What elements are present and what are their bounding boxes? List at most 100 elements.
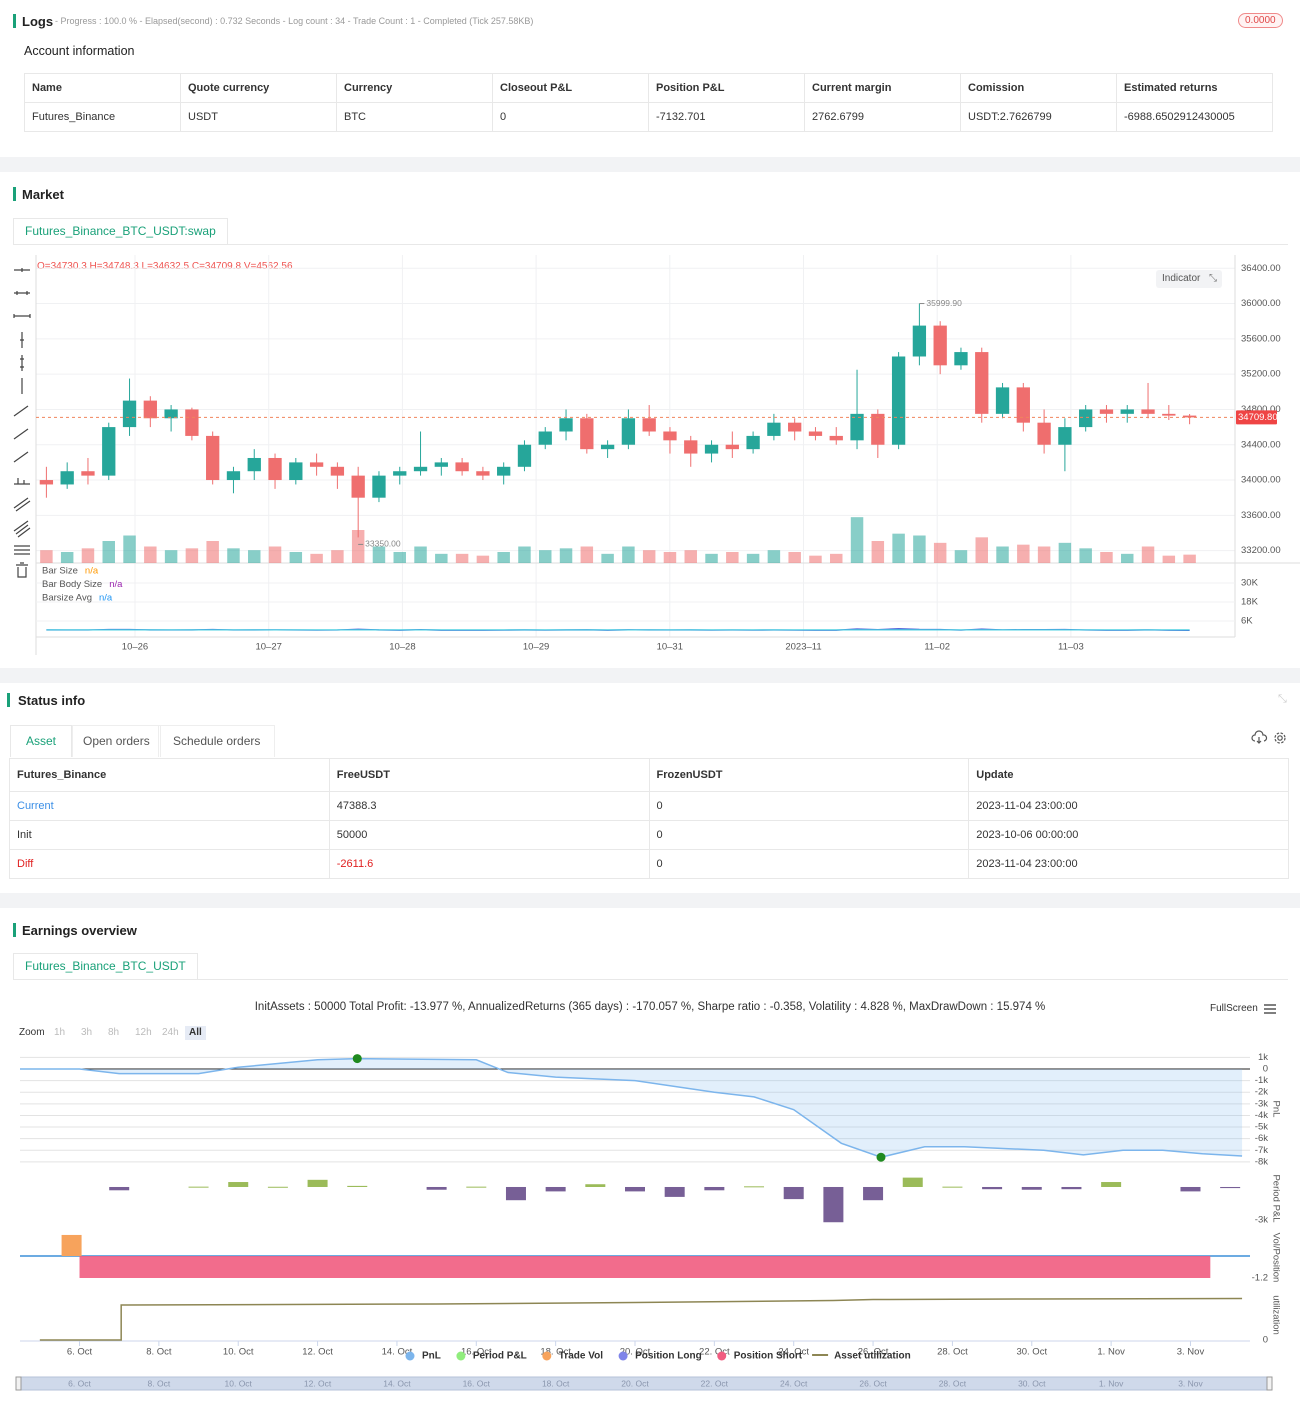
- candle-body: [1120, 409, 1134, 414]
- column: [982, 1186, 1003, 1190]
- indicator-name: Barsize Avg: [42, 593, 92, 604]
- indicator-value: n/a: [109, 579, 123, 590]
- volume-bar: [663, 552, 677, 563]
- volume-bar: [975, 537, 988, 563]
- column: [545, 1186, 566, 1192]
- header-row: Name Quote currency Currency Closeout P&L Po…: [24, 73, 1273, 103]
- legend-symbol: [717, 1351, 727, 1361]
- column: [347, 1185, 368, 1187]
- status-tab[interactable]: Open orders: [72, 725, 161, 757]
- column: [466, 1186, 487, 1188]
- volume-bar: [518, 546, 531, 563]
- zoom-button[interactable]: 12h: [135, 1027, 152, 1038]
- candle-body: [684, 440, 698, 454]
- zoom-button[interactable]: All: [185, 1026, 206, 1040]
- y-tick-label: -2k: [1255, 1087, 1268, 1098]
- fullscreen-button[interactable]: FullScreen: [1210, 1003, 1258, 1014]
- navigator-label: 22. Oct: [701, 1378, 729, 1388]
- candle-body: [704, 444, 719, 454]
- market-tab[interactable]: Futures_Binance_BTC_USDT:swap: [13, 218, 228, 244]
- legend-label[interactable]: Period P&L: [473, 1351, 527, 1362]
- x-tick-label: 20. Oct: [620, 1347, 651, 1358]
- indicator-value: n/a: [99, 593, 113, 604]
- legend-label[interactable]: Position Long: [635, 1351, 702, 1362]
- candle-body: [476, 471, 490, 476]
- zoom-button[interactable]: 24h: [162, 1027, 179, 1038]
- candle-body: [663, 431, 677, 441]
- table-cell: 0: [648, 791, 970, 821]
- legend-label[interactable]: Position Short: [734, 1351, 803, 1362]
- y-tick-label: 34000.00: [1241, 475, 1281, 486]
- x-tick-label: 10–27: [255, 642, 281, 653]
- section-marker: [13, 923, 16, 937]
- toolbar-icons[interactable]: [1250, 730, 1290, 746]
- volume-bar: [227, 548, 240, 563]
- candle-body: [102, 427, 116, 476]
- expand-icon[interactable]: ⤡: [1278, 693, 1287, 705]
- column: [505, 1186, 526, 1201]
- navigator-handle: [15, 1376, 22, 1391]
- zoom-button[interactable]: 3h: [81, 1027, 93, 1038]
- volume-bar: [497, 552, 510, 563]
- menu-icon[interactable]: [1263, 1003, 1277, 1015]
- table-cell: -6988.6502912430005: [1116, 102, 1273, 132]
- legend-label[interactable]: Asset utilization: [834, 1351, 911, 1362]
- navigator-label: 30. Oct: [1018, 1378, 1046, 1388]
- volume-bar: [476, 555, 490, 563]
- table-cell: 50000: [328, 820, 650, 850]
- column-header: Name: [24, 73, 181, 103]
- column-header: FrozenUSDT: [648, 758, 970, 792]
- column-header: Current margin: [804, 73, 961, 103]
- earnings-tab[interactable]: Futures_Binance_BTC_USDT: [13, 953, 198, 979]
- x-tick-label: 6. Oct: [67, 1347, 93, 1358]
- low-label: 33350.00: [365, 539, 401, 549]
- y-tick-label: 34400.00: [1241, 439, 1281, 450]
- column: [1061, 1186, 1082, 1190]
- volume-bar: [455, 553, 469, 563]
- candle-body: [226, 471, 241, 481]
- legend-symbol: [618, 1351, 628, 1361]
- separator: [0, 668, 1300, 683]
- y-tick-label: -8k: [1255, 1156, 1268, 1167]
- volume-bar: [788, 552, 801, 563]
- column-header: Quote currency: [180, 73, 337, 103]
- candle-body: [767, 422, 781, 436]
- table-cell: USDT:2.7626799: [960, 102, 1117, 132]
- candle-body: [372, 475, 386, 498]
- zoom-button[interactable]: 1h: [54, 1027, 66, 1038]
- legend-label[interactable]: Trade Vol: [559, 1351, 603, 1362]
- status-tab[interactable]: Schedule orders: [158, 725, 276, 757]
- volume-bar: [954, 550, 968, 563]
- zoom-button[interactable]: 8h: [108, 1027, 120, 1038]
- indicator-button[interactable]: Indicator ⤡: [1156, 270, 1222, 288]
- volume-bar: [1100, 552, 1113, 563]
- candle-body: [393, 471, 407, 476]
- table-cell: Current: [9, 791, 330, 821]
- table-cell: BTC: [336, 102, 493, 132]
- volume-bar: [81, 548, 95, 563]
- candle-body: [143, 400, 157, 419]
- column: [1021, 1186, 1042, 1190]
- profit-badge: 0.0000: [1238, 13, 1283, 28]
- legend-symbol: [542, 1351, 552, 1361]
- x-tick-label: 11–03: [1058, 642, 1084, 653]
- x-tick-label: 10–31: [657, 642, 683, 653]
- candle-body: [39, 480, 54, 485]
- drawing-toolbar: [13, 268, 31, 578]
- candle-body: [1037, 422, 1051, 445]
- candle-body: [891, 356, 906, 445]
- indicator-tick-label: 18K: [1241, 597, 1259, 608]
- high-label: 35999.90: [926, 298, 962, 308]
- column: [1180, 1186, 1201, 1192]
- section-title: Status info: [18, 693, 86, 708]
- status-tab[interactable]: Asset: [10, 725, 73, 757]
- navigator-label: 12. Oct: [304, 1378, 332, 1388]
- column: [863, 1186, 884, 1201]
- volume-bar: [248, 550, 261, 563]
- volume-bar: [601, 553, 614, 563]
- legend-label[interactable]: PnL: [422, 1351, 441, 1362]
- navigator-label: 10. Oct: [225, 1378, 253, 1388]
- y-tick-label: 36000.00: [1241, 298, 1281, 309]
